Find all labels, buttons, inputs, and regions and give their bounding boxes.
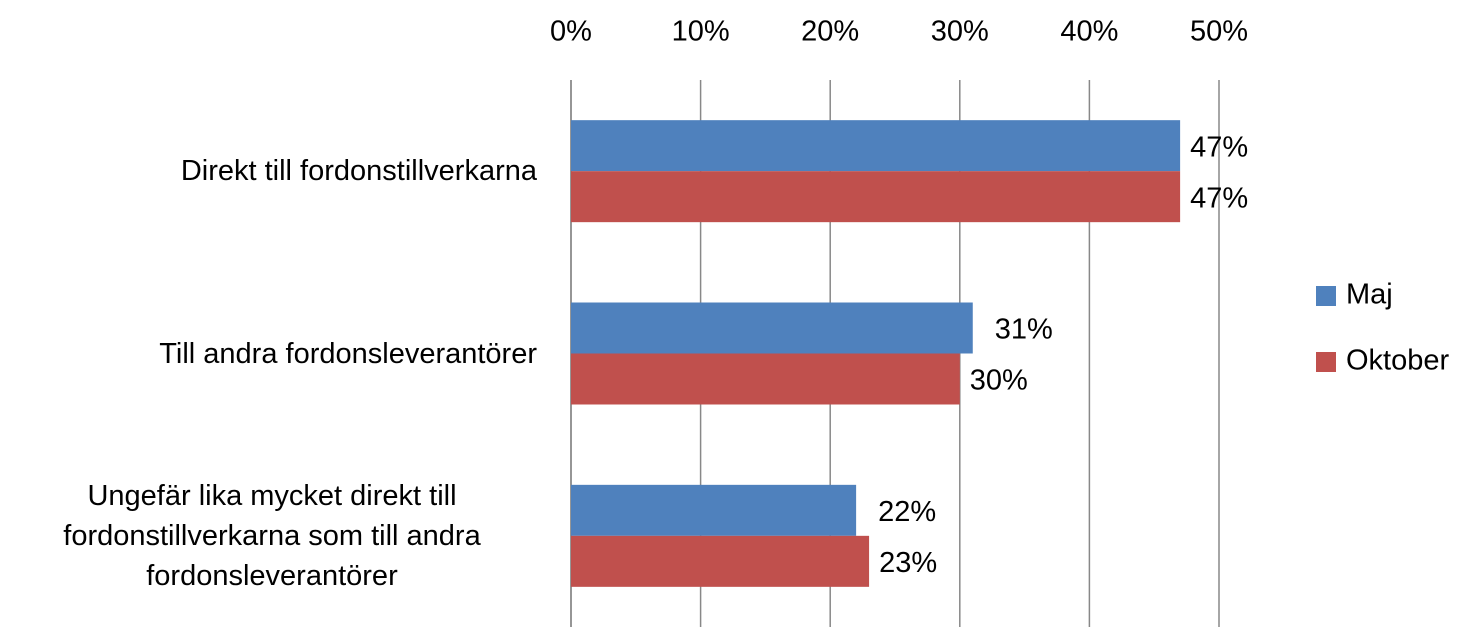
x-tick-label: 50% bbox=[1190, 16, 1248, 48]
value-label: 22% bbox=[878, 496, 936, 528]
category-text: Till andra fordonsleverantörer bbox=[159, 337, 537, 370]
value-label: 30% bbox=[970, 365, 1028, 397]
category-text: Ungefär lika mycket direkt till fordonst… bbox=[63, 479, 481, 592]
category-text: Direkt till fordonstillverkarna bbox=[180, 155, 537, 188]
x-tick-label: 30% bbox=[931, 16, 989, 48]
bar bbox=[571, 171, 1181, 223]
value-label: 31% bbox=[995, 314, 1053, 346]
legend-swatch bbox=[1316, 352, 1336, 372]
legend-label: Maj bbox=[1346, 279, 1393, 311]
bar bbox=[571, 484, 857, 536]
value-label: 47% bbox=[1190, 182, 1248, 214]
bar bbox=[571, 535, 870, 587]
category-label: Till andra fordonsleverantörer bbox=[7, 334, 537, 374]
x-tick-label: 40% bbox=[1060, 16, 1118, 48]
bar bbox=[571, 120, 1181, 172]
category-label: Ungefär lika mycket direkt till fordonst… bbox=[7, 476, 537, 596]
legend-label: Oktober bbox=[1346, 345, 1449, 377]
x-tick-label: 0% bbox=[550, 16, 592, 48]
value-label: 47% bbox=[1190, 131, 1248, 163]
legend-swatch bbox=[1316, 286, 1336, 306]
x-tick-label: 20% bbox=[801, 16, 859, 48]
bar bbox=[571, 302, 973, 354]
x-tick-label: 10% bbox=[672, 16, 730, 48]
category-label: Direkt till fordonstillverkarna bbox=[7, 151, 537, 191]
bar bbox=[571, 353, 960, 405]
value-label: 23% bbox=[879, 547, 937, 579]
